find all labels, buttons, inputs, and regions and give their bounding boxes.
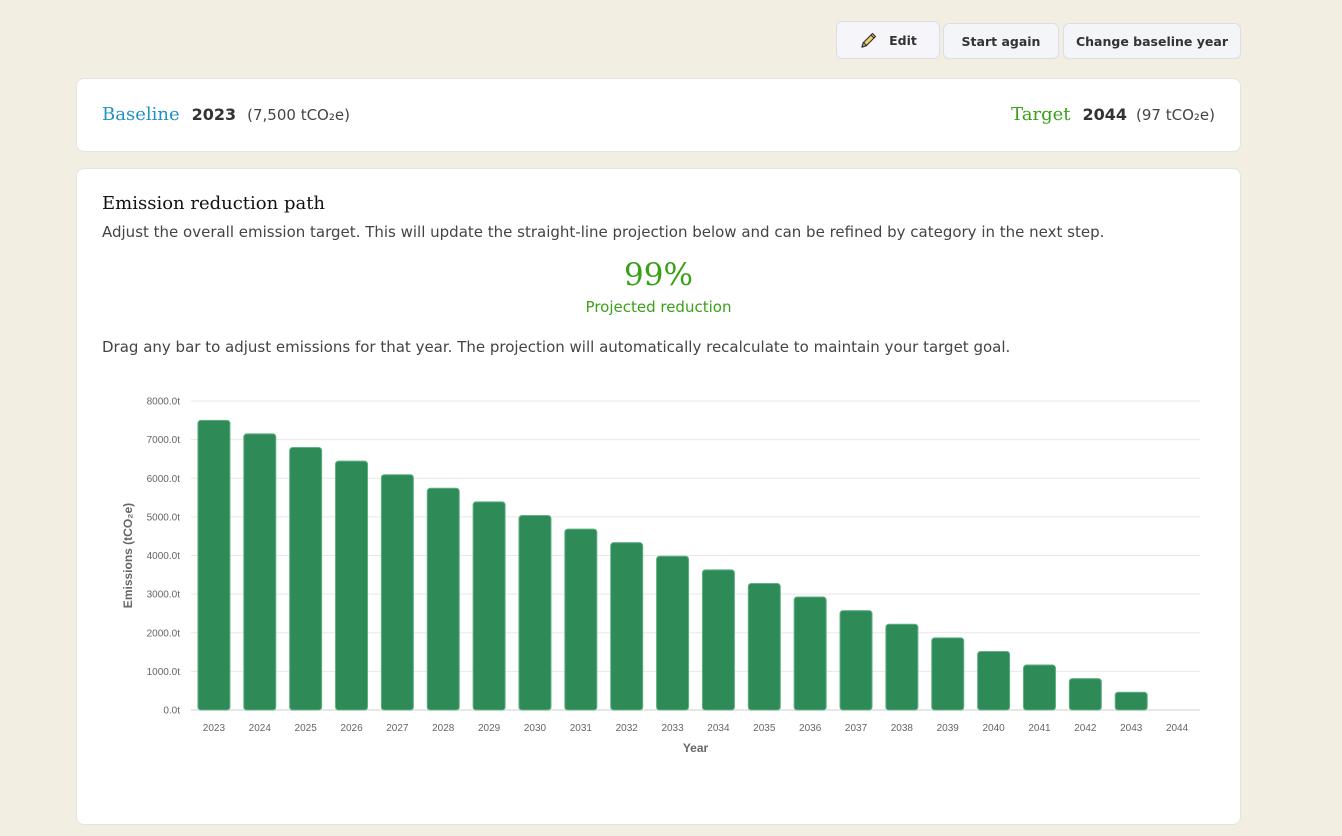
edit-button[interactable]: Edit xyxy=(836,21,940,59)
x-tick-label: 2040 xyxy=(982,723,1005,734)
x-tick-label: 2023 xyxy=(203,723,226,734)
bar[interactable] xyxy=(1068,678,1102,711)
projected-reduction-label: Projected reduction xyxy=(585,298,732,316)
bar[interactable] xyxy=(289,447,323,711)
section-title: Emission reduction path xyxy=(102,193,326,214)
x-tick-label: 2031 xyxy=(570,723,593,734)
emission-path-card: Emission reduction path Adjust the overa… xyxy=(76,168,1241,825)
section-description: Adjust the overall emission target. This… xyxy=(102,223,1105,241)
bar[interactable] xyxy=(610,542,644,711)
bar[interactable] xyxy=(656,555,690,711)
x-tick-label: 2027 xyxy=(386,723,409,734)
bar[interactable] xyxy=(931,637,965,711)
bar[interactable] xyxy=(1114,691,1148,711)
x-tick-label: 2034 xyxy=(707,723,730,734)
y-tick-label: 0.0t xyxy=(163,706,180,717)
x-tick-label: 2043 xyxy=(1120,723,1143,734)
projected-reduction-value: 99% xyxy=(624,257,693,293)
target-year: 2044 xyxy=(1082,105,1128,124)
y-tick-label: 4000.0t xyxy=(147,551,181,562)
bar[interactable] xyxy=(977,650,1011,711)
y-tick-label: 5000.0t xyxy=(147,512,181,523)
y-axis-title: Emissions (tCO₂e) xyxy=(121,503,135,608)
baseline-amount: (7,500 tCO₂e) xyxy=(247,106,350,124)
bar[interactable] xyxy=(1022,664,1056,711)
x-tick-label: 2032 xyxy=(616,723,639,734)
x-tick-label: 2025 xyxy=(295,723,318,734)
target-amount: (97 tCO₂e) xyxy=(1136,106,1215,124)
x-tick-label: 2030 xyxy=(524,723,547,734)
x-tick-label: 2028 xyxy=(432,723,455,734)
x-tick-label: 2029 xyxy=(478,723,501,734)
bar[interactable] xyxy=(380,474,414,711)
y-tick-label: 1000.0t xyxy=(147,667,181,678)
pencil-icon xyxy=(861,32,877,48)
x-tick-label: 2044 xyxy=(1166,723,1189,734)
emissions-bar-chart: 0.0t 1000.0t 2000.0t 3000.0t 4000.0t 5000.0t 6… xyxy=(121,397,1200,755)
bar[interactable] xyxy=(335,460,369,711)
x-tick-label: 2035 xyxy=(753,723,776,734)
y-tick-label: 8000.0t xyxy=(147,397,181,408)
bar[interactable] xyxy=(564,528,598,711)
x-tick-label: 2041 xyxy=(1028,723,1051,734)
bar[interactable] xyxy=(197,419,231,711)
edit-button-label: Edit xyxy=(889,32,917,48)
baseline-summary: Baseline 2023 (7,500 tCO₂e) xyxy=(102,104,350,125)
x-tick-label: 2038 xyxy=(891,723,914,734)
target-label: Target xyxy=(1011,104,1071,125)
x-tick-label: 2026 xyxy=(340,723,363,734)
summary-card: Baseline 2023 (7,500 tCO₂e) Target 2044 … xyxy=(76,78,1241,152)
x-tick-label: 2024 xyxy=(249,723,272,734)
drag-instructions: Drag any bar to adjust emissions for tha… xyxy=(102,338,1011,356)
bar[interactable] xyxy=(701,569,735,711)
bar[interactable] xyxy=(426,487,460,711)
x-tick-label: 2037 xyxy=(845,723,868,734)
y-tick-label: 2000.0t xyxy=(147,628,181,639)
bar[interactable] xyxy=(793,596,827,711)
bar[interactable] xyxy=(839,610,873,711)
change-baseline-year-button[interactable]: Change baseline year xyxy=(1063,23,1241,59)
baseline-label: Baseline xyxy=(102,104,180,125)
y-tick-label: 6000.0t xyxy=(147,474,181,485)
x-tick-label: 2033 xyxy=(661,723,684,734)
baseline-year: 2023 xyxy=(191,105,237,124)
bar[interactable] xyxy=(472,501,506,711)
bar[interactable] xyxy=(885,623,919,711)
bar[interactable] xyxy=(518,514,552,711)
bar[interactable] xyxy=(747,582,781,711)
x-tick-label: 2036 xyxy=(799,723,822,734)
y-tick-label: 3000.0t xyxy=(147,590,181,601)
x-tick-label: 2039 xyxy=(937,723,960,734)
bar[interactable] xyxy=(243,433,277,711)
x-axis-title: Year xyxy=(683,741,709,755)
target-summary: Target 2044 (97 tCO₂e) xyxy=(1011,104,1215,125)
x-tick-label: 2042 xyxy=(1074,723,1097,734)
y-tick-label: 7000.0t xyxy=(147,435,181,446)
start-again-button[interactable]: Start again xyxy=(943,23,1059,59)
